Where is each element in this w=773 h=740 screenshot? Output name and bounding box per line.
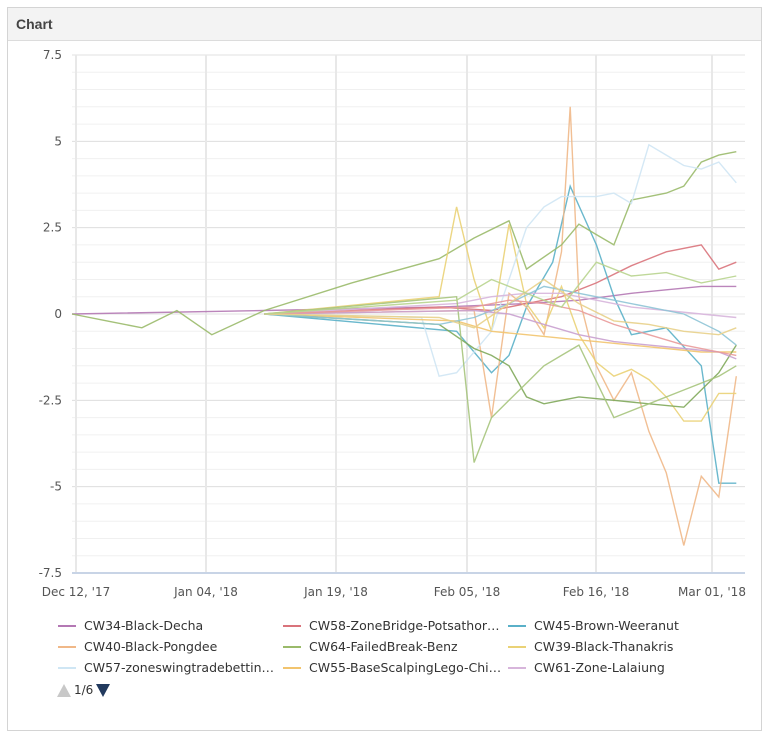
legend-item[interactable]: CW39-Black-Thanakris xyxy=(508,639,673,654)
series-line-13 xyxy=(264,299,737,357)
series-line-1 xyxy=(264,244,737,315)
legend-label: CW64-FailedBreak-Benz xyxy=(309,639,458,654)
series-line-12 xyxy=(264,309,737,360)
legend-item[interactable]: CW45-Brown-Weeranut xyxy=(508,618,679,633)
chart-panel: Chart xyxy=(7,7,762,731)
y-tick-label: -2.5 xyxy=(39,393,62,407)
series-line-14 xyxy=(264,278,737,336)
chart-legend: CW34-Black-Decha CW58-ZoneBridge-Potsatho… xyxy=(58,618,679,675)
y-axis: 7.5 5 2.5 0 -2.5 -5 -7.5 xyxy=(39,48,62,580)
y-tick-label: 7.5 xyxy=(43,48,62,62)
series-lines xyxy=(71,106,737,546)
legend-label: CW58-ZoneBridge-Potsathor… xyxy=(309,618,500,633)
legend-item[interactable]: CW61-Zone-Lalaiung xyxy=(508,660,665,675)
y-tick-label: 2.5 xyxy=(43,221,62,235)
series-line-6 xyxy=(264,143,737,378)
x-tick-label: Mar 01, '18 xyxy=(678,585,746,599)
legend-item[interactable]: CW55-BaseScalpingLego-Chi… xyxy=(283,660,501,675)
panel-header: Chart xyxy=(8,8,761,41)
x-tick-label: Dec 12, '17 xyxy=(42,585,111,599)
series-line-15 xyxy=(264,261,737,315)
panel-title: Chart xyxy=(16,16,53,32)
legend-item[interactable]: CW40-Black-Pongdee xyxy=(58,639,218,654)
y-tick-label: 0 xyxy=(54,307,62,321)
legend-item[interactable]: CW57-zoneswingtradebettin… xyxy=(58,660,274,675)
x-axis: Dec 12, '17 Jan 04, '18 Jan 19, '18 Feb 05,… xyxy=(42,572,746,599)
legend-label: CW57-zoneswingtradebettin… xyxy=(84,660,274,675)
series-line-4 xyxy=(71,151,737,336)
y-tick-label: -7.5 xyxy=(39,566,62,580)
series-line-11 xyxy=(264,285,737,346)
legend-label: CW45-Brown-Weeranut xyxy=(534,618,679,633)
legend-pager: 1/6 xyxy=(57,683,111,697)
legend-item[interactable]: CW58-ZoneBridge-Potsathor… xyxy=(283,618,500,633)
page-up-arrow-icon[interactable] xyxy=(57,683,71,697)
page-down-arrow-icon[interactable] xyxy=(96,683,111,697)
legend-label: CW39-Black-Thanakris xyxy=(534,639,673,654)
legend-label: CW61-Zone-Lalaiung xyxy=(534,660,665,675)
legend-label: CW55-BaseScalpingLego-Chi… xyxy=(309,660,501,675)
x-tick-label: Jan 04, '18 xyxy=(173,585,238,599)
legend-label: CW34-Black-Decha xyxy=(84,618,203,633)
x-tick-label: Jan 19, '18 xyxy=(303,585,368,599)
legend-item[interactable]: CW34-Black-Decha xyxy=(58,618,203,633)
y-tick-label: 5 xyxy=(54,134,62,148)
chart-grid xyxy=(72,54,745,574)
legend-page-indicator: 1/6 xyxy=(74,683,94,697)
series-line-7 xyxy=(264,313,737,353)
series-line-10 xyxy=(264,295,737,463)
legend-item[interactable]: CW64-FailedBreak-Benz xyxy=(283,639,458,654)
series-line-2 xyxy=(264,184,737,484)
y-tick-label: -5 xyxy=(50,480,62,494)
series-line-8 xyxy=(264,292,737,319)
legend-label: CW40-Black-Pongdee xyxy=(84,639,218,654)
x-tick-label: Feb 16, '18 xyxy=(563,585,630,599)
series-line-9 xyxy=(264,313,737,408)
x-tick-label: Feb 05, '18 xyxy=(434,585,501,599)
